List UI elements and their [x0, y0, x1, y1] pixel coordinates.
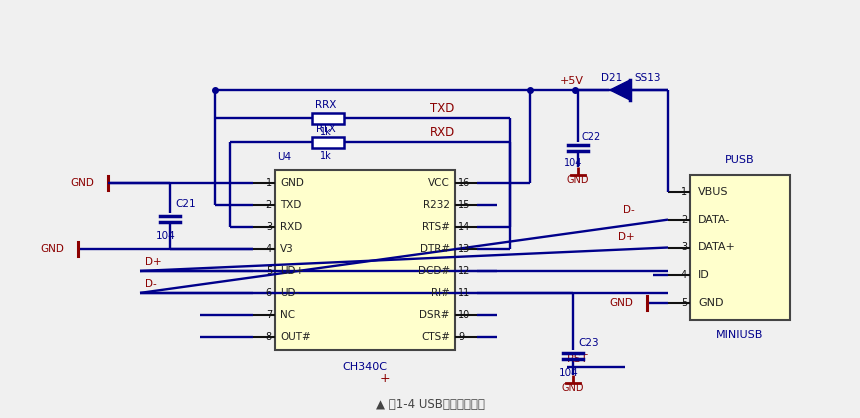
Text: R232: R232 — [423, 200, 450, 210]
Text: RRX: RRX — [316, 100, 336, 110]
Bar — [312, 112, 344, 123]
Text: GND: GND — [698, 298, 723, 308]
Text: 11: 11 — [458, 288, 470, 298]
Text: D-: D- — [624, 205, 635, 214]
Text: 1k: 1k — [320, 151, 332, 161]
Text: U4: U4 — [277, 152, 292, 162]
Text: TXD: TXD — [430, 102, 454, 115]
Text: C21: C21 — [175, 199, 195, 209]
Text: VCC: VCC — [428, 178, 450, 188]
Text: RXD: RXD — [430, 125, 455, 138]
Text: UD-: UD- — [280, 288, 299, 298]
Text: GND: GND — [280, 178, 304, 188]
Text: 10: 10 — [458, 310, 470, 320]
Text: +5V: +5V — [560, 76, 584, 86]
Text: GND: GND — [40, 244, 64, 254]
Text: MINIUSB: MINIUSB — [716, 330, 764, 340]
Text: 2: 2 — [681, 214, 687, 224]
Text: +: + — [379, 372, 390, 385]
Text: CH340C: CH340C — [342, 362, 388, 372]
Text: C23: C23 — [578, 338, 599, 348]
Text: 4: 4 — [266, 244, 272, 254]
Text: GND: GND — [562, 383, 584, 393]
Text: 14: 14 — [458, 222, 470, 232]
Text: GND: GND — [609, 298, 633, 308]
Text: 1: 1 — [266, 178, 272, 188]
Text: NC: NC — [280, 310, 295, 320]
Text: 7: 7 — [266, 310, 272, 320]
Text: DATA+: DATA+ — [698, 242, 736, 252]
Text: 13: 13 — [458, 244, 470, 254]
Text: RTX: RTX — [316, 124, 336, 134]
Text: RST: RST — [567, 354, 588, 364]
Text: C22: C22 — [582, 132, 601, 142]
Text: 1: 1 — [681, 187, 687, 197]
Text: DSR#: DSR# — [420, 310, 450, 320]
Text: 104: 104 — [564, 158, 582, 168]
Text: SS13: SS13 — [634, 73, 660, 83]
Text: RXD: RXD — [280, 222, 302, 232]
Text: OUT#: OUT# — [280, 332, 310, 342]
Text: 16: 16 — [458, 178, 470, 188]
Text: D21: D21 — [601, 73, 623, 83]
Text: 5: 5 — [681, 298, 687, 308]
Text: 6: 6 — [266, 288, 272, 298]
Text: VBUS: VBUS — [698, 187, 728, 197]
Text: GND: GND — [567, 175, 589, 185]
Text: TXD: TXD — [280, 200, 301, 210]
Text: PUSB: PUSB — [725, 155, 755, 165]
Text: DATA-: DATA- — [698, 214, 730, 224]
Text: DCD#: DCD# — [418, 266, 450, 276]
Text: 9: 9 — [458, 332, 464, 342]
Text: 104: 104 — [156, 231, 175, 241]
Polygon shape — [610, 80, 630, 100]
Text: D-: D- — [145, 279, 157, 289]
Text: RI#: RI# — [431, 288, 450, 298]
Text: CTS#: CTS# — [421, 332, 450, 342]
Text: RTS#: RTS# — [422, 222, 450, 232]
Text: ▲ 图1-4 USB下载电路接口: ▲ 图1-4 USB下载电路接口 — [376, 398, 484, 411]
Text: DTR#: DTR# — [420, 244, 450, 254]
Text: 3: 3 — [266, 222, 272, 232]
Bar — [312, 137, 344, 148]
Text: 12: 12 — [458, 266, 470, 276]
Text: 4: 4 — [681, 270, 687, 280]
Text: 1k: 1k — [320, 127, 332, 137]
Text: UD+: UD+ — [280, 266, 304, 276]
Text: D+: D+ — [618, 232, 635, 242]
Text: V3: V3 — [280, 244, 294, 254]
Text: ID: ID — [698, 270, 710, 280]
Text: D+: D+ — [145, 257, 162, 267]
Bar — [690, 175, 790, 320]
Text: 104: 104 — [559, 368, 579, 378]
Text: 2: 2 — [266, 200, 272, 210]
Text: 8: 8 — [266, 332, 272, 342]
Text: 15: 15 — [458, 200, 470, 210]
Bar — [275, 170, 455, 350]
Text: 5: 5 — [266, 266, 272, 276]
Text: 3: 3 — [681, 242, 687, 252]
Text: GND: GND — [71, 178, 94, 188]
